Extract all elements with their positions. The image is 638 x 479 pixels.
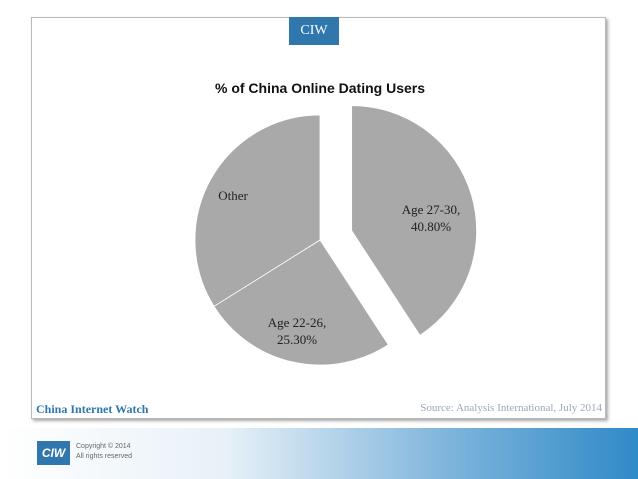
copyright-line-2: All rights reserved [76,453,133,460]
pie-slice [213,239,389,366]
slice-label-value: 40.80% [411,219,451,234]
slice-label-value: 25.30% [277,332,317,347]
slice-label-category: Age 27-30, [402,202,461,217]
slice-label: Age 22-26, 25.30% [268,315,327,347]
slice-label-category: Other [218,188,248,203]
chart-title: % of China Online Dating Users [214,80,426,96]
slice-label-category: Age 22-26, [268,315,327,330]
slice-label: Other [218,188,248,203]
brand-tag: CIW [289,17,339,45]
ciw-logo: CIW [37,441,70,465]
slice-label: Age 27-30, 40.80% [402,202,461,234]
copyright-line-1: Copyright © 2014 [76,443,131,450]
source-note: Source: Analysis International, July 201… [420,402,602,414]
site-name: China Internet Watch [36,402,149,416]
pie-slice [194,114,321,307]
pie-slice [351,105,477,336]
footer-band [0,428,638,479]
copyright: Copyright © 2014 All rights reserved [76,442,132,462]
